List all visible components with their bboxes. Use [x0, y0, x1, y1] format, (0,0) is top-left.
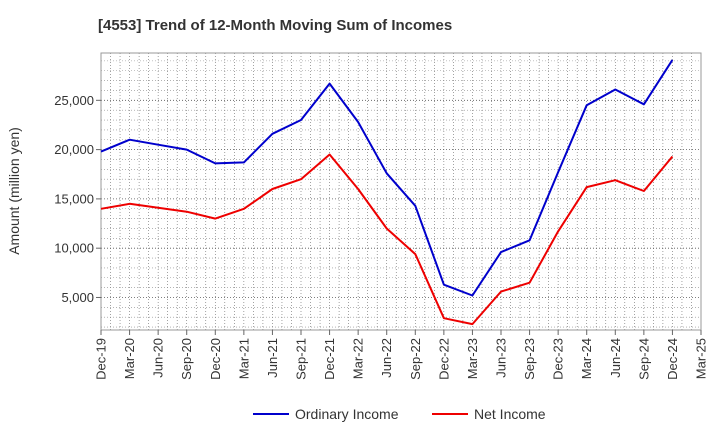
x-tick-label: Dec-22 [436, 338, 451, 380]
legend: Ordinary Income Net Income [253, 406, 546, 422]
x-tick-label: Mar-25 [694, 338, 709, 379]
chart-title: [4553] Trend of 12-Month Moving Sum of I… [98, 17, 452, 34]
x-tick-label: Sep-20 [179, 338, 194, 380]
y-tick-label: 25,000 [54, 93, 94, 108]
plot-frame [100, 52, 702, 331]
x-tick-label: Dec-20 [208, 338, 223, 380]
x-tick-label: Sep-24 [636, 338, 651, 380]
y-tick-label: 10,000 [54, 241, 94, 256]
y-axis: 5,000 10,000 15,000 20,000 25,000 [54, 93, 101, 305]
x-tick-label: Jun-21 [265, 338, 280, 378]
y-tick-label: 5,000 [61, 290, 94, 305]
series-group [100, 59, 674, 326]
x-tick-label: Dec-24 [665, 338, 680, 380]
x-axis: Dec-19 Mar-20 Jun-20 Sep-20 Dec-20 Mar-21 Jun-… [94, 330, 709, 380]
series-line-ordinary-income [100, 59, 674, 297]
x-tick-label: Dec-21 [322, 338, 337, 380]
y-tick-label: 20,000 [54, 142, 94, 157]
y-tick-label: 15,000 [54, 191, 94, 206]
y-axis-label: Amount (million yen) [6, 127, 22, 255]
x-tick-label: Jun-23 [494, 338, 509, 378]
x-tick-label: Sep-23 [522, 338, 537, 380]
x-tick-label: Mar-23 [465, 338, 480, 379]
series-line-net-income [100, 153, 674, 326]
x-tick-label: Dec-19 [94, 338, 109, 380]
x-tick-label: Mar-21 [236, 338, 251, 379]
legend-label: Ordinary Income [295, 406, 399, 422]
legend-label: Net Income [474, 406, 546, 422]
x-tick-label: Mar-20 [122, 338, 137, 379]
x-tick-label: Dec-23 [551, 338, 566, 380]
x-tick-label: Jun-20 [151, 338, 166, 378]
x-tick-label: Jun-22 [379, 338, 394, 378]
x-tick-label: Sep-21 [294, 338, 309, 380]
grid [101, 53, 701, 330]
x-tick-label: Jun-24 [608, 338, 623, 378]
x-tick-label: Sep-22 [408, 338, 423, 380]
x-tick-label: Mar-22 [351, 338, 366, 379]
x-tick-label: Mar-24 [579, 338, 594, 379]
